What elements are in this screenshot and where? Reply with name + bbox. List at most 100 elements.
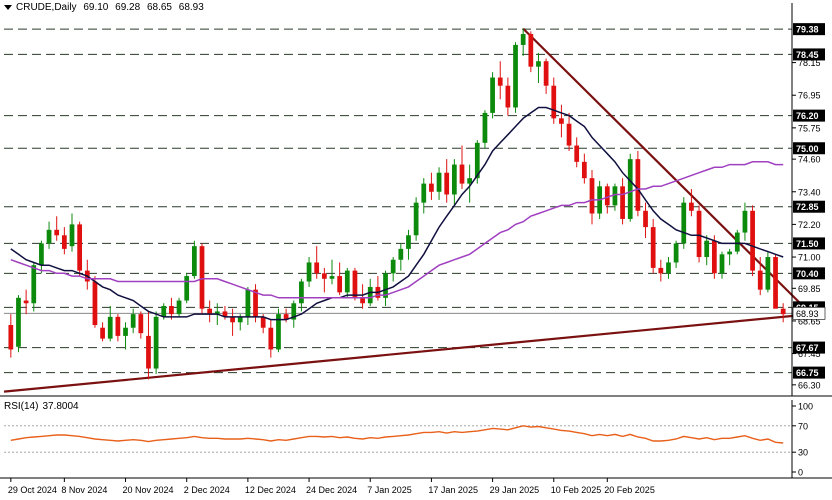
rsi-label: RSI(14) xyxy=(4,401,39,412)
candle-body xyxy=(413,202,419,236)
candle-body xyxy=(54,229,60,236)
axes: 78.15 76.95 75.75 74.60 73.40 72.20 71.00 69.85… xyxy=(0,3,832,495)
candle-body xyxy=(734,232,740,252)
candle-body xyxy=(589,178,595,214)
x-tick-label: 17 Jan 2025 xyxy=(428,485,478,495)
candle-body xyxy=(299,281,304,304)
moving-averages xyxy=(10,106,784,321)
candle-body xyxy=(115,316,121,336)
level-price-box xyxy=(793,200,825,213)
candle-body xyxy=(627,159,633,219)
x-tick-label: 20 Feb 2025 xyxy=(604,485,655,495)
candle-body xyxy=(620,186,625,219)
candle-body xyxy=(23,300,29,304)
candle-body xyxy=(742,210,748,233)
chart-header: CRUDE,Daily 69.10 69.28 68.65 68.93 xyxy=(4,2,208,13)
candle-body xyxy=(222,311,228,317)
level-price-label: 66.75 xyxy=(796,368,819,378)
candle-body xyxy=(169,305,174,315)
candle-body xyxy=(451,164,457,195)
candle-body xyxy=(46,229,52,244)
candle-body xyxy=(153,316,159,369)
level-price-label: 79.38 xyxy=(796,25,819,35)
candle-body xyxy=(199,246,205,309)
rsi-header: RSI(14) 37.8004 xyxy=(4,401,83,412)
y-tick-label: 68.65 xyxy=(798,316,821,326)
candle-body xyxy=(321,273,327,279)
candle-body xyxy=(635,159,641,211)
candle-body xyxy=(130,314,136,328)
candle-body xyxy=(61,235,67,249)
x-tick-label: 29 Jan 2025 xyxy=(490,485,540,495)
level-price-box xyxy=(793,366,825,379)
candle-body xyxy=(306,262,312,282)
candle-body xyxy=(237,316,243,323)
rsi-y-tick-label: 30 xyxy=(798,448,808,458)
symbol-label: CRUDE,Daily xyxy=(16,2,77,13)
level-price-box xyxy=(793,48,825,61)
candle-body xyxy=(581,161,587,179)
current-price-box xyxy=(792,307,826,320)
candle-body xyxy=(536,61,541,67)
level-price-box xyxy=(793,109,825,122)
level-price-label: 72.85 xyxy=(796,202,819,212)
level-price-label: 70.40 xyxy=(796,269,819,279)
candle-body xyxy=(658,267,664,274)
candle-body xyxy=(398,248,404,260)
candle-body xyxy=(673,243,679,263)
candle-body xyxy=(245,289,251,317)
candle-body xyxy=(711,240,717,274)
candle-body xyxy=(421,183,427,203)
candle-body xyxy=(184,276,190,301)
candle-body xyxy=(329,276,335,279)
x-tick-label: 20 Nov 2024 xyxy=(123,485,174,495)
level-price-label: 67.67 xyxy=(796,343,819,353)
y-tick-label: 72.20 xyxy=(798,220,821,230)
candle-body xyxy=(520,34,526,45)
candle-body xyxy=(727,251,733,255)
trendlines xyxy=(3,27,812,393)
candle-body xyxy=(666,262,671,274)
candle-body xyxy=(352,270,358,298)
candle-body xyxy=(719,254,725,274)
candle-body xyxy=(765,257,771,290)
candle-body xyxy=(230,316,235,323)
candle-body xyxy=(543,61,549,86)
y-tick-label: 76.95 xyxy=(798,91,821,101)
level-price-label: 76.20 xyxy=(796,111,819,121)
y-tick-label: 78.15 xyxy=(798,58,821,68)
candle-body xyxy=(367,286,373,304)
candle-body xyxy=(337,276,343,293)
y-tick-label: 73.40 xyxy=(798,187,821,197)
candle-body xyxy=(138,314,144,334)
candle-body xyxy=(214,311,220,315)
candle-body xyxy=(643,210,648,228)
candles xyxy=(8,28,786,380)
close-value: 68.93 xyxy=(178,2,204,13)
rsi-y-tick-label: 100 xyxy=(798,402,813,412)
open-value: 69.10 xyxy=(83,2,109,13)
candle-body xyxy=(650,227,656,268)
candle-body xyxy=(696,210,702,258)
fast-ma-line xyxy=(10,106,784,321)
y-tick-label: 67.45 xyxy=(798,349,821,359)
candle-body xyxy=(406,235,411,249)
rsi-value: 37.8004 xyxy=(42,401,79,412)
candle-body xyxy=(773,257,778,309)
candle-body xyxy=(490,77,495,113)
level-price-label: 75.00 xyxy=(796,144,819,154)
candle-body xyxy=(16,297,21,347)
candle-body xyxy=(574,145,580,162)
x-tick-label: 12 Dec 2024 xyxy=(245,485,296,495)
level-price-box xyxy=(793,142,825,155)
candle-body xyxy=(207,308,213,315)
candle-body xyxy=(8,325,14,350)
candle-body xyxy=(390,259,396,274)
candle-body xyxy=(612,186,618,206)
candle-body xyxy=(107,316,113,339)
low-value: 68.65 xyxy=(146,2,172,13)
candle-body xyxy=(436,172,442,192)
dropdown-triangle-icon[interactable] xyxy=(4,4,12,10)
